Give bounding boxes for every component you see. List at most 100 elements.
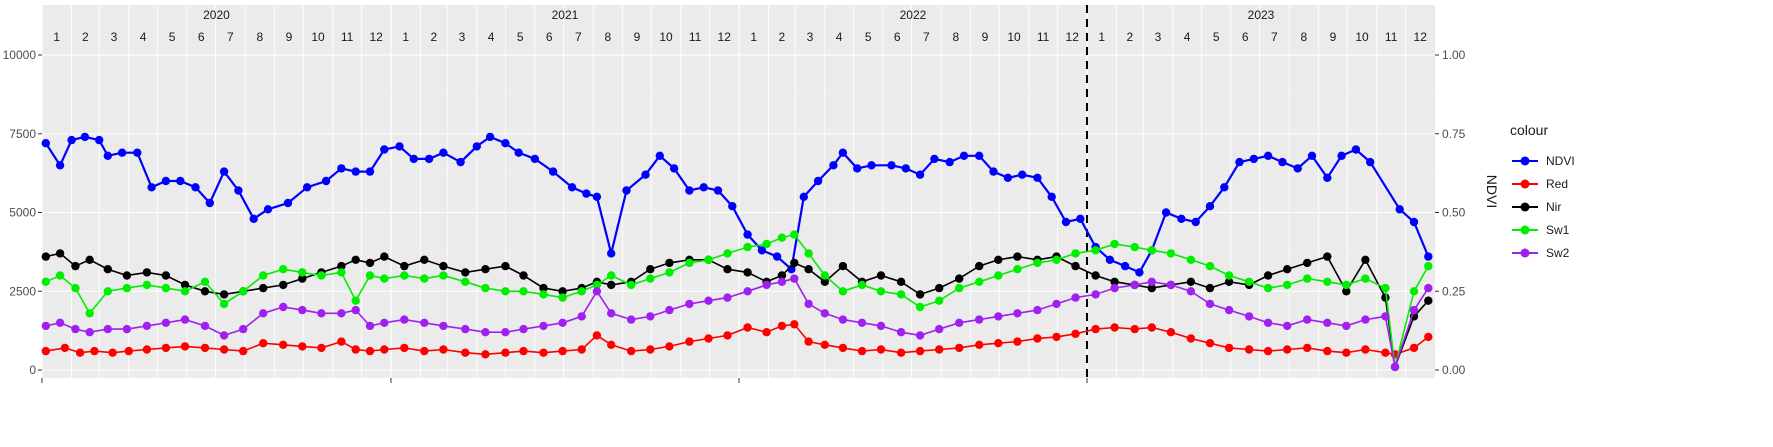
- data-point-sw1: [1205, 261, 1215, 271]
- data-point-sw1: [857, 280, 867, 290]
- month-label: 5: [1213, 30, 1220, 44]
- data-point-nir: [1071, 261, 1080, 271]
- data-point-sw2: [1013, 309, 1022, 318]
- data-point-ndvi: [1191, 217, 1200, 227]
- data-point-red: [876, 345, 886, 354]
- month-label: 1: [402, 30, 409, 44]
- data-point-sw2: [935, 324, 944, 334]
- data-point-sw2: [743, 287, 752, 296]
- data-point-sw1: [317, 271, 326, 280]
- data-point-nir: [1263, 271, 1273, 280]
- data-point-sw1: [1424, 261, 1433, 271]
- data-point-ndvi: [772, 252, 782, 261]
- data-point-red: [1091, 324, 1100, 334]
- legend-label: Red: [1546, 177, 1568, 191]
- data-point-sw1: [180, 287, 190, 296]
- data-point-nir: [539, 283, 548, 293]
- data-point-ndvi: [1278, 157, 1287, 167]
- data-point-sw2: [915, 331, 925, 340]
- data-point-sw2: [804, 299, 813, 309]
- data-point-nir: [298, 274, 307, 283]
- data-point-red: [142, 345, 152, 354]
- data-point-ndvi: [41, 139, 50, 148]
- month-label: 3: [1155, 30, 1162, 44]
- data-point-nir: [481, 265, 490, 274]
- month-label: 7: [575, 30, 582, 44]
- data-point-ndvi: [67, 135, 76, 145]
- data-point-sw1: [592, 280, 602, 290]
- data-point-sw2: [337, 309, 346, 318]
- data-point-ndvi: [1003, 173, 1013, 182]
- data-point-ndvi: [219, 167, 229, 176]
- month-label: 9: [286, 30, 293, 44]
- series-nir: [41, 249, 1433, 372]
- left-tick-label: 10000: [3, 48, 37, 62]
- data-point-sw2: [762, 280, 771, 290]
- data-point-sw2: [1071, 293, 1080, 302]
- month-label: 11: [689, 30, 702, 44]
- data-point-sw1: [351, 296, 360, 305]
- data-point-red: [317, 343, 326, 353]
- data-point-sw1: [1091, 246, 1100, 255]
- data-point-nir: [351, 255, 360, 264]
- series-line-red: [45, 323, 1429, 356]
- data-point-red: [239, 346, 248, 356]
- data-point-sw2: [1244, 312, 1254, 321]
- data-point-red: [762, 328, 771, 337]
- data-point-sw1: [481, 283, 490, 293]
- data-point-sw2: [577, 312, 586, 321]
- data-point-sw2: [558, 318, 567, 327]
- month-label: 3: [111, 30, 118, 44]
- data-point-red: [337, 337, 346, 346]
- year-label: 2020: [203, 8, 230, 22]
- data-point-ndvi: [1293, 164, 1302, 173]
- data-point-nir: [994, 255, 1003, 264]
- data-point-sw1: [259, 271, 268, 280]
- data-point-red: [539, 348, 548, 357]
- data-point-sw2: [1091, 290, 1100, 299]
- data-point-sw2: [607, 309, 616, 318]
- data-point-sw1: [1052, 255, 1061, 264]
- data-point-nir: [439, 261, 448, 271]
- data-point-sw1: [915, 302, 925, 312]
- data-point-sw2: [820, 309, 829, 318]
- data-point-sw2: [685, 299, 694, 309]
- data-point-sw1: [994, 271, 1003, 280]
- data-point-nir: [1205, 283, 1215, 293]
- data-point-sw1: [380, 274, 389, 283]
- data-point-red: [1033, 334, 1042, 343]
- data-point-red: [1166, 328, 1176, 337]
- month-label: 4: [140, 30, 147, 44]
- month-label: 10: [1007, 30, 1021, 44]
- data-point-sw1: [1381, 283, 1390, 293]
- month-label: 7: [923, 30, 930, 44]
- data-point-nir: [400, 261, 409, 271]
- month-label: 4: [1184, 30, 1191, 44]
- data-point-red: [857, 346, 867, 356]
- data-point-ndvi: [380, 145, 389, 154]
- data-point-nir: [790, 258, 799, 268]
- legend-label: Sw1: [1546, 223, 1570, 237]
- data-point-ndvi: [867, 161, 876, 170]
- month-label: 2: [779, 30, 786, 44]
- month-label: 9: [982, 30, 989, 44]
- data-point-nir: [777, 271, 787, 280]
- data-point-sw1: [1323, 277, 1332, 286]
- data-point-nir: [279, 280, 288, 290]
- data-point-nir: [1224, 277, 1234, 286]
- data-point-ndvi: [395, 142, 404, 151]
- data-point-sw1: [219, 299, 229, 309]
- data-point-red: [1205, 339, 1215, 348]
- data-point-nir: [103, 265, 113, 274]
- data-point-ndvi: [321, 176, 331, 186]
- data-point-nir: [219, 290, 229, 299]
- data-point-red: [994, 339, 1003, 348]
- data-point-ndvi: [607, 249, 616, 258]
- data-point-nir: [1110, 277, 1119, 286]
- data-point-sw2: [1186, 287, 1196, 296]
- month-label: 3: [459, 30, 466, 44]
- data-point-sw2: [1390, 362, 1400, 372]
- data-point-red: [577, 345, 586, 354]
- data-point-sw2: [142, 321, 152, 331]
- data-point-red: [935, 345, 944, 354]
